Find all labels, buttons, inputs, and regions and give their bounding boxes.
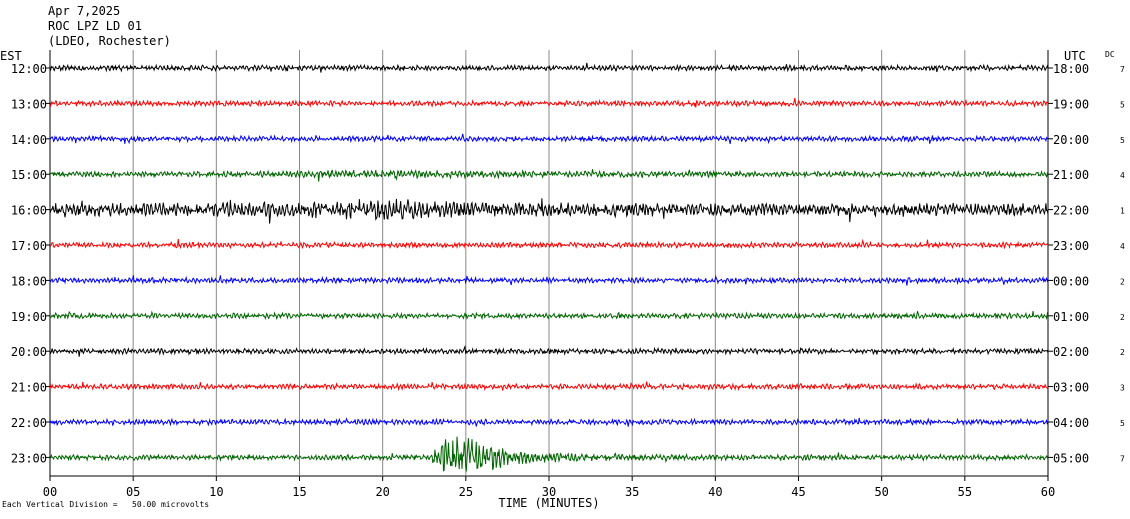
x-tick-label: 55 — [958, 485, 972, 499]
x-tick-label: 30 — [542, 485, 556, 499]
utc-time-label: 22:00 — [1053, 204, 1089, 218]
dc-value-label: 7 — [1120, 454, 1125, 463]
dc-value-label: 1 — [1120, 207, 1125, 216]
utc-time-label: 03:00 — [1053, 381, 1089, 395]
dc-value-label: 2 — [1120, 313, 1125, 322]
right-axis-title: UTC — [1064, 49, 1086, 63]
trace-1200 — [49, 62, 1049, 73]
trace-1500 — [49, 168, 1049, 182]
header-station: ROC LPZ LD 01 — [48, 19, 142, 33]
trace-1700 — [49, 238, 1049, 250]
x-tick-label: 60 — [1041, 485, 1055, 499]
utc-time-label: 23:00 — [1053, 239, 1089, 253]
trace-1300 — [49, 97, 1049, 109]
est-time-label: 23:00 — [11, 451, 47, 465]
est-time-label: 15:00 — [11, 168, 47, 182]
utc-time-label: 04:00 — [1053, 416, 1089, 430]
x-tick-label: 45 — [791, 485, 805, 499]
est-time-label: 12:00 — [11, 62, 47, 76]
utc-time-label: 18:00 — [1053, 62, 1089, 76]
x-tick-label: 10 — [209, 485, 223, 499]
grid-lines — [45, 50, 1053, 481]
trace-2100 — [49, 381, 1049, 392]
x-tick-label: 00 — [43, 485, 57, 499]
header-date: Apr 7,2025 — [48, 4, 121, 18]
dc-title: DC — [1105, 50, 1115, 59]
x-tick-label: 20 — [375, 485, 389, 499]
x-tick-label: 05 — [126, 485, 140, 499]
est-time-label: 13:00 — [11, 97, 47, 111]
utc-time-label: 20:00 — [1053, 133, 1089, 147]
est-time-label: 19:00 — [11, 310, 47, 324]
est-time-label: 16:00 — [11, 204, 47, 218]
x-tick-label: 50 — [874, 485, 888, 499]
x-axis-title: TIME (MINUTES) — [498, 496, 599, 510]
dc-value-label: 5 — [1120, 419, 1125, 428]
trace-1600 — [49, 198, 1049, 224]
left-axis-title: EST — [0, 49, 22, 63]
utc-time-label: 00:00 — [1053, 274, 1089, 288]
trace-2000 — [49, 344, 1049, 357]
dc-value-label: 3 — [1120, 384, 1125, 393]
trace-1800 — [49, 274, 1049, 286]
est-time-label: 20:00 — [11, 345, 47, 359]
utc-time-label: 21:00 — [1053, 168, 1089, 182]
dc-value-label: 2 — [1120, 348, 1125, 357]
utc-time-label: 02:00 — [1053, 345, 1089, 359]
seismic-traces — [49, 62, 1049, 472]
x-tick-label: 15 — [292, 485, 306, 499]
x-tick-label: 35 — [625, 485, 639, 499]
est-time-label: 18:00 — [11, 274, 47, 288]
dc-value-label: 7 — [1120, 65, 1125, 74]
est-time-label: 17:00 — [11, 239, 47, 253]
utc-time-label: 05:00 — [1053, 451, 1089, 465]
dc-value-label: 5 — [1120, 136, 1125, 145]
header-location: (LDEO, Rochester) — [48, 34, 171, 48]
x-tick-label: 40 — [708, 485, 722, 499]
trace-2200 — [49, 417, 1049, 427]
utc-time-label: 19:00 — [1053, 97, 1089, 111]
dc-value-label: 5 — [1120, 100, 1125, 109]
est-time-label: 14:00 — [11, 133, 47, 147]
dc-value-label: 4 — [1120, 242, 1125, 251]
dc-value-label: 4 — [1120, 171, 1125, 180]
est-time-label: 22:00 — [11, 416, 47, 430]
x-tick-label: 25 — [459, 485, 473, 499]
trace-1900 — [49, 310, 1049, 321]
trace-2300 — [49, 436, 1049, 472]
est-time-label: 21:00 — [11, 381, 47, 395]
scale-footnote: Each Vertical Division = 50.00 microvolt… — [2, 500, 210, 509]
dc-value-label: 2 — [1120, 277, 1125, 286]
utc-time-label: 01:00 — [1053, 310, 1089, 324]
trace-1400 — [49, 133, 1049, 145]
